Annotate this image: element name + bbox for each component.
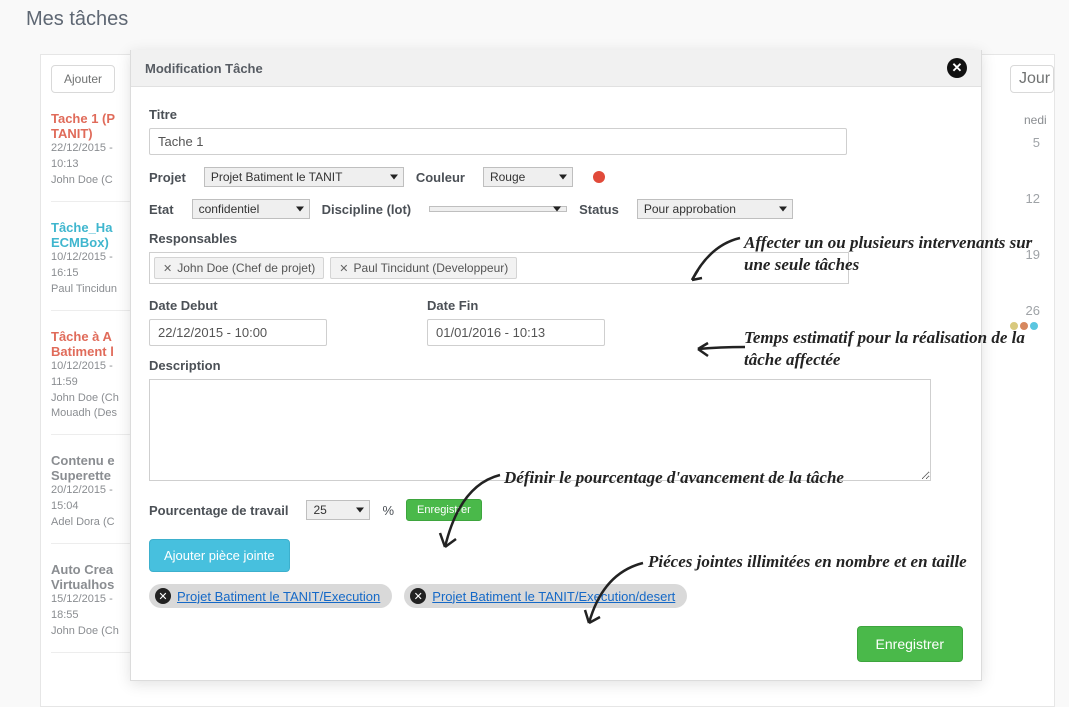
task-card-title: Auto CreaVirtualhos [51, 562, 131, 592]
remove-icon[interactable]: ✕ [339, 262, 348, 275]
label-pourcentage: Pourcentage de travail [149, 503, 288, 518]
chevron-down-icon [779, 207, 787, 212]
attachment-pill: ✕ Projet Batiment le TANIT/Execution [149, 584, 392, 608]
page-title: Mes tâches [0, 0, 1069, 39]
attachment-link[interactable]: Projet Batiment le TANIT/Execution/deser… [432, 589, 675, 604]
task-card-meta: 22/12/2015 -10:13John Doe (C [51, 141, 131, 189]
title-input[interactable] [149, 128, 847, 155]
modal-title: Modification Tâche [145, 61, 263, 76]
save-percent-button[interactable]: Enregistrer [406, 499, 482, 521]
status-select[interactable]: Pour approbation [637, 199, 793, 219]
task-card-meta: 20/12/2015 -15:04Adel Dora (C [51, 483, 131, 531]
close-icon[interactable]: ✕ [947, 58, 967, 78]
chevron-down-icon [296, 207, 304, 212]
calendar-cell[interactable]: 12 [1010, 183, 1054, 239]
label-status: Status [579, 202, 619, 217]
chevron-down-icon [356, 508, 364, 513]
responsables-field[interactable]: ✕John Doe (Chef de projet) ✕Paul Tincidun… [149, 252, 849, 284]
save-button[interactable]: Enregistrer [857, 626, 963, 662]
edit-task-modal: Modification Tâche ✕ Titre Projet Projet… [130, 50, 982, 681]
calendar-cell[interactable]: 26 [1010, 295, 1054, 351]
discipline-select[interactable] [429, 206, 567, 212]
day-view-button[interactable]: Jour [1010, 65, 1054, 93]
label-projet: Projet [149, 170, 186, 185]
label-couleur: Couleur [416, 170, 465, 185]
task-card-title: Tâche à ABatiment l [51, 329, 131, 359]
calendar-cell[interactable]: 19 [1010, 239, 1054, 295]
chevron-down-icon [390, 175, 398, 180]
chevron-down-icon [553, 207, 561, 212]
date-start-input[interactable] [149, 319, 327, 346]
calendar-side: Jour nedi 5121926 [1010, 55, 1054, 351]
attachment-pill: ✕ Projet Batiment le TANIT/Execution/dese… [404, 584, 687, 608]
date-end-input[interactable] [427, 319, 605, 346]
percent-sign: % [382, 503, 394, 518]
calendar-weekday: nedi [1010, 113, 1054, 127]
task-card-title: Contenu eSuperette [51, 453, 131, 483]
remove-icon[interactable]: ✕ [163, 262, 172, 275]
task-card-meta: 10/12/2015 -16:15Paul Tincidun [51, 250, 131, 298]
task-card-meta: 15/12/2015 -18:55John Doe (Ch [51, 592, 131, 640]
task-card-title: Tache 1 (PTANIT) [51, 111, 131, 141]
task-card[interactable]: Tache 1 (PTANIT)22/12/2015 -10:13John Do… [51, 111, 131, 202]
color-preview-dot [593, 171, 605, 183]
description-textarea[interactable] [149, 379, 931, 481]
remove-attachment-icon[interactable]: ✕ [155, 588, 171, 604]
calendar-cell[interactable]: 5 [1010, 127, 1054, 183]
modal-header: Modification Tâche ✕ [131, 50, 981, 87]
label-titre: Titre [149, 107, 963, 122]
label-etat: Etat [149, 202, 174, 217]
task-card[interactable]: Tâche à ABatiment l10/12/2015 -11:59John… [51, 329, 131, 436]
percent-select[interactable]: 25 [306, 500, 370, 520]
add-task-button[interactable]: Ajouter [51, 65, 115, 93]
task-card[interactable]: Contenu eSuperette20/12/2015 -15:04Adel … [51, 453, 131, 544]
label-description: Description [149, 358, 963, 373]
task-sidebar: Ajouter Tache 1 (PTANIT)22/12/2015 -10:1… [41, 55, 141, 663]
add-attachment-button[interactable]: Ajouter pièce jointe [149, 539, 290, 572]
color-select[interactable]: Rouge [483, 167, 573, 187]
chevron-down-icon [559, 175, 567, 180]
task-card-title: Tâche_HaECMBox) [51, 220, 131, 250]
label-date-fin: Date Fin [427, 298, 599, 313]
responsable-tag[interactable]: ✕John Doe (Chef de projet) [154, 257, 324, 279]
task-card-meta: 10/12/2015 -11:59John Doe (ChMouadh (Des [51, 359, 131, 423]
attachment-link[interactable]: Projet Batiment le TANIT/Execution [177, 589, 380, 604]
task-card[interactable]: Auto CreaVirtualhos15/12/2015 -18:55John… [51, 562, 131, 653]
label-discipline: Discipline (lot) [322, 202, 412, 217]
state-select[interactable]: confidentiel [192, 199, 310, 219]
task-card[interactable]: Tâche_HaECMBox)10/12/2015 -16:15Paul Tin… [51, 220, 131, 311]
project-select[interactable]: Projet Batiment le TANIT [204, 167, 404, 187]
responsable-tag[interactable]: ✕Paul Tincidunt (Developpeur) [330, 257, 517, 279]
label-responsables: Responsables [149, 231, 963, 246]
label-date-debut: Date Debut [149, 298, 321, 313]
remove-attachment-icon[interactable]: ✕ [410, 588, 426, 604]
